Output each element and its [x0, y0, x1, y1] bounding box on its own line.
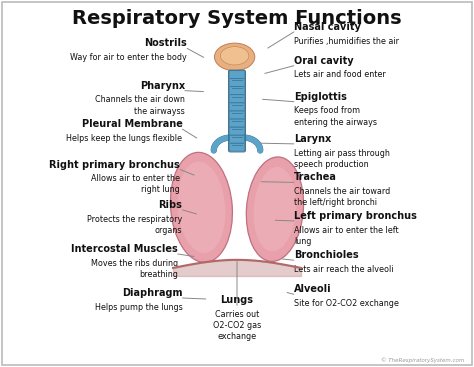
- Text: Helps keep the lungs flexible: Helps keep the lungs flexible: [66, 134, 182, 143]
- Text: Diaphragm: Diaphragm: [122, 288, 182, 298]
- Text: Trachea: Trachea: [294, 172, 337, 182]
- Text: Protects the respiratory
organs: Protects the respiratory organs: [87, 215, 182, 235]
- FancyBboxPatch shape: [229, 70, 245, 79]
- Text: Oral cavity: Oral cavity: [294, 56, 354, 66]
- FancyBboxPatch shape: [229, 87, 245, 95]
- Text: Right primary bronchus: Right primary bronchus: [49, 160, 180, 170]
- Text: Letting air pass through
speech production: Letting air pass through speech producti…: [294, 149, 390, 169]
- Ellipse shape: [254, 167, 296, 251]
- Text: Allows air to enter the left
lung: Allows air to enter the left lung: [294, 226, 399, 246]
- FancyBboxPatch shape: [229, 111, 245, 119]
- Bar: [230, 72, 244, 150]
- FancyBboxPatch shape: [229, 103, 245, 111]
- Text: Nasal cavity: Nasal cavity: [294, 22, 361, 32]
- FancyBboxPatch shape: [229, 143, 245, 151]
- Text: Ribs: Ribs: [159, 200, 182, 210]
- Text: Channels the air toward
the left/right bronchi: Channels the air toward the left/right b…: [294, 187, 390, 207]
- Text: Site for O2-CO2 exchange: Site for O2-CO2 exchange: [294, 299, 399, 308]
- Text: Lets air reach the alveoli: Lets air reach the alveoli: [294, 265, 393, 274]
- Ellipse shape: [171, 152, 232, 262]
- FancyBboxPatch shape: [229, 95, 245, 103]
- Text: Way for air to enter the body: Way for air to enter the body: [71, 53, 187, 62]
- Text: Lungs: Lungs: [220, 295, 254, 305]
- Text: Pharynx: Pharynx: [140, 81, 185, 91]
- Text: Lets air and food enter: Lets air and food enter: [294, 70, 386, 80]
- Text: Channels the air down
the airwayss: Channels the air down the airwayss: [95, 95, 185, 116]
- Text: Left primary bronchus: Left primary bronchus: [294, 211, 417, 221]
- Text: Intercostal Muscles: Intercostal Muscles: [71, 244, 178, 254]
- Text: Larynx: Larynx: [294, 134, 331, 144]
- Text: Nostrils: Nostrils: [145, 39, 187, 48]
- Ellipse shape: [220, 47, 249, 65]
- Text: Purifies ,humidifies the air: Purifies ,humidifies the air: [294, 37, 399, 46]
- FancyBboxPatch shape: [229, 135, 245, 143]
- Ellipse shape: [178, 161, 225, 253]
- Text: © TheRespiratorySystem.com: © TheRespiratorySystem.com: [381, 357, 465, 363]
- Text: Allows air to enter the
right lung: Allows air to enter the right lung: [91, 174, 180, 195]
- Text: Helps pump the lungs: Helps pump the lungs: [95, 303, 182, 312]
- Ellipse shape: [214, 43, 255, 70]
- Text: Epiglottis: Epiglottis: [294, 92, 347, 102]
- FancyBboxPatch shape: [229, 79, 245, 87]
- Text: Alveoli: Alveoli: [294, 284, 331, 294]
- FancyBboxPatch shape: [229, 127, 245, 135]
- Text: Bronchioles: Bronchioles: [294, 250, 358, 260]
- Ellipse shape: [246, 157, 303, 261]
- Text: Pleural Membrane: Pleural Membrane: [82, 119, 182, 129]
- Text: Carries out
O2-CO2 gas
exchange: Carries out O2-CO2 gas exchange: [213, 310, 261, 341]
- Text: Keeps food from
entering the airways: Keeps food from entering the airways: [294, 106, 377, 127]
- FancyBboxPatch shape: [229, 119, 245, 127]
- Text: Moves the ribs during
breathing: Moves the ribs during breathing: [91, 259, 178, 279]
- Text: Respiratory System Functions: Respiratory System Functions: [72, 9, 402, 28]
